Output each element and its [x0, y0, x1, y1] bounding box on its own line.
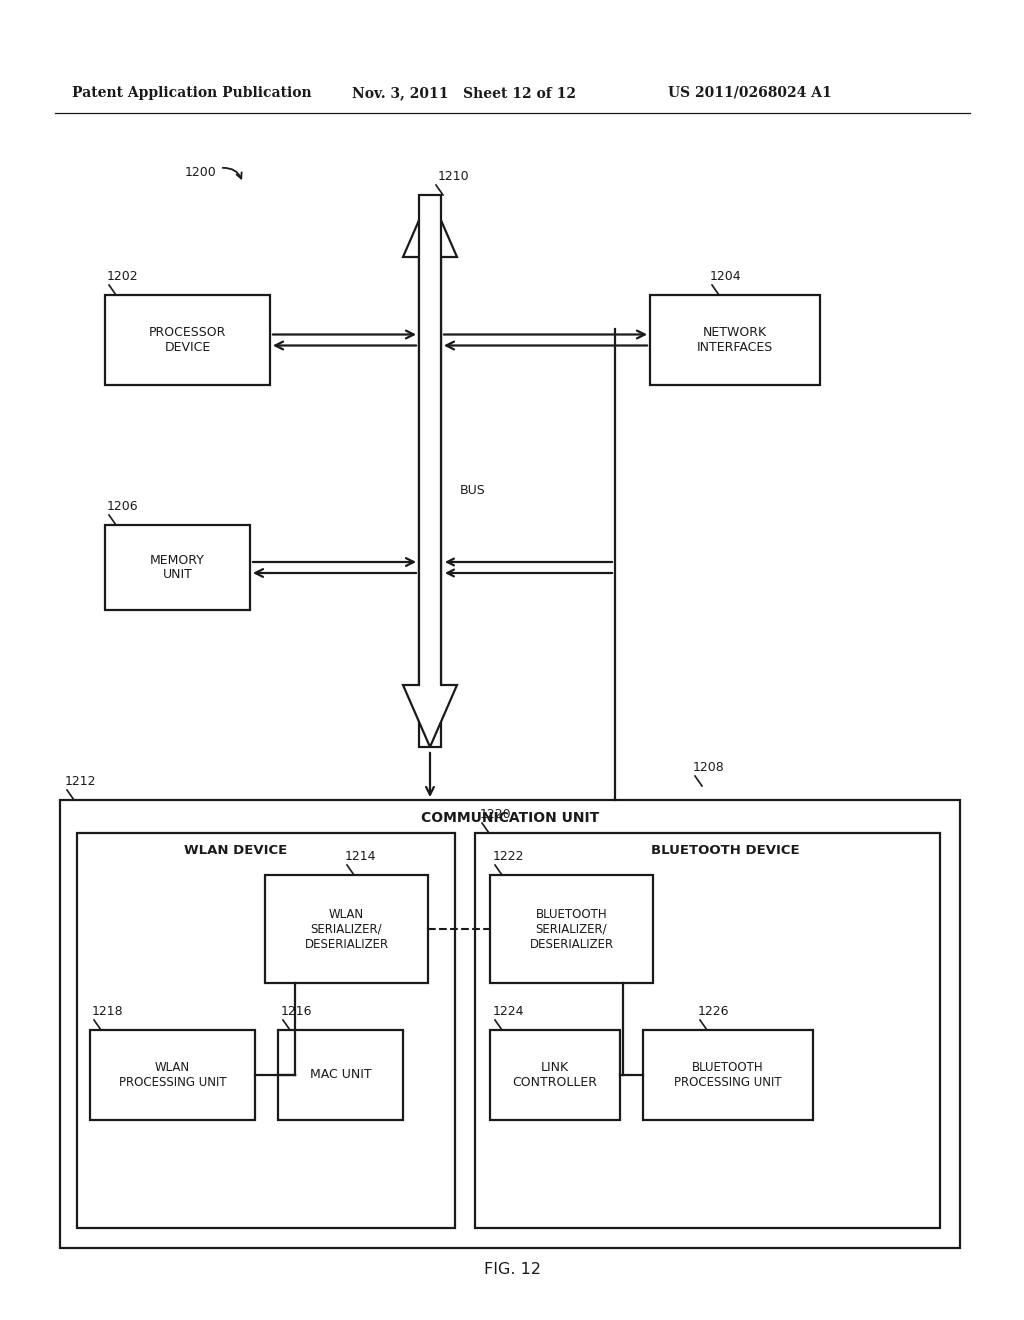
Text: FIG. 12: FIG. 12	[483, 1262, 541, 1278]
Bar	[490, 1030, 620, 1119]
Text: BLUETOOTH
PROCESSING UNIT: BLUETOOTH PROCESSING UNIT	[674, 1061, 781, 1089]
Text: 1202: 1202	[106, 271, 138, 282]
Bar	[77, 833, 455, 1228]
Text: 1222: 1222	[493, 850, 524, 863]
Text: 1212: 1212	[65, 775, 96, 788]
Bar	[278, 1030, 403, 1119]
Text: NETWORK
INTERFACES: NETWORK INTERFACES	[697, 326, 773, 354]
Bar	[650, 294, 820, 385]
Text: BLUETOOTH DEVICE: BLUETOOTH DEVICE	[651, 845, 800, 858]
Text: 1208: 1208	[693, 762, 725, 774]
Text: 1218: 1218	[92, 1005, 124, 1018]
Text: 1204: 1204	[710, 271, 741, 282]
Text: WLAN
PROCESSING UNIT: WLAN PROCESSING UNIT	[119, 1061, 226, 1089]
Text: MAC UNIT: MAC UNIT	[309, 1068, 372, 1081]
Bar	[105, 525, 250, 610]
Text: 1214: 1214	[345, 850, 377, 863]
Text: 1226: 1226	[698, 1005, 729, 1018]
Bar	[475, 833, 940, 1228]
Text: 1210: 1210	[438, 170, 470, 183]
Polygon shape	[403, 195, 457, 747]
Text: 1216: 1216	[281, 1005, 312, 1018]
Text: 1206: 1206	[106, 500, 138, 513]
Text: 1220: 1220	[480, 808, 512, 821]
Text: 1200: 1200	[185, 165, 217, 178]
Bar	[105, 294, 270, 385]
Bar	[490, 875, 653, 983]
Text: Patent Application Publication: Patent Application Publication	[72, 86, 311, 100]
Text: MEMORY
UNIT: MEMORY UNIT	[151, 553, 205, 582]
Bar	[60, 800, 961, 1247]
Bar	[643, 1030, 813, 1119]
Bar	[265, 875, 428, 983]
Text: US 2011/0268024 A1: US 2011/0268024 A1	[668, 86, 831, 100]
Text: WLAN
SERIALIZER/
DESERIALIZER: WLAN SERIALIZER/ DESERIALIZER	[304, 908, 388, 950]
Bar	[90, 1030, 255, 1119]
Text: Nov. 3, 2011   Sheet 12 of 12: Nov. 3, 2011 Sheet 12 of 12	[352, 86, 575, 100]
Text: LINK
CONTROLLER: LINK CONTROLLER	[512, 1061, 597, 1089]
Text: BLUETOOTH
SERIALIZER/
DESERIALIZER: BLUETOOTH SERIALIZER/ DESERIALIZER	[529, 908, 613, 950]
Text: 1224: 1224	[493, 1005, 524, 1018]
Text: PROCESSOR
DEVICE: PROCESSOR DEVICE	[148, 326, 226, 354]
Text: WLAN DEVICE: WLAN DEVICE	[184, 845, 288, 858]
Polygon shape	[403, 195, 457, 747]
Text: BUS: BUS	[460, 483, 485, 496]
Text: COMMUNICATION UNIT: COMMUNICATION UNIT	[421, 810, 599, 825]
